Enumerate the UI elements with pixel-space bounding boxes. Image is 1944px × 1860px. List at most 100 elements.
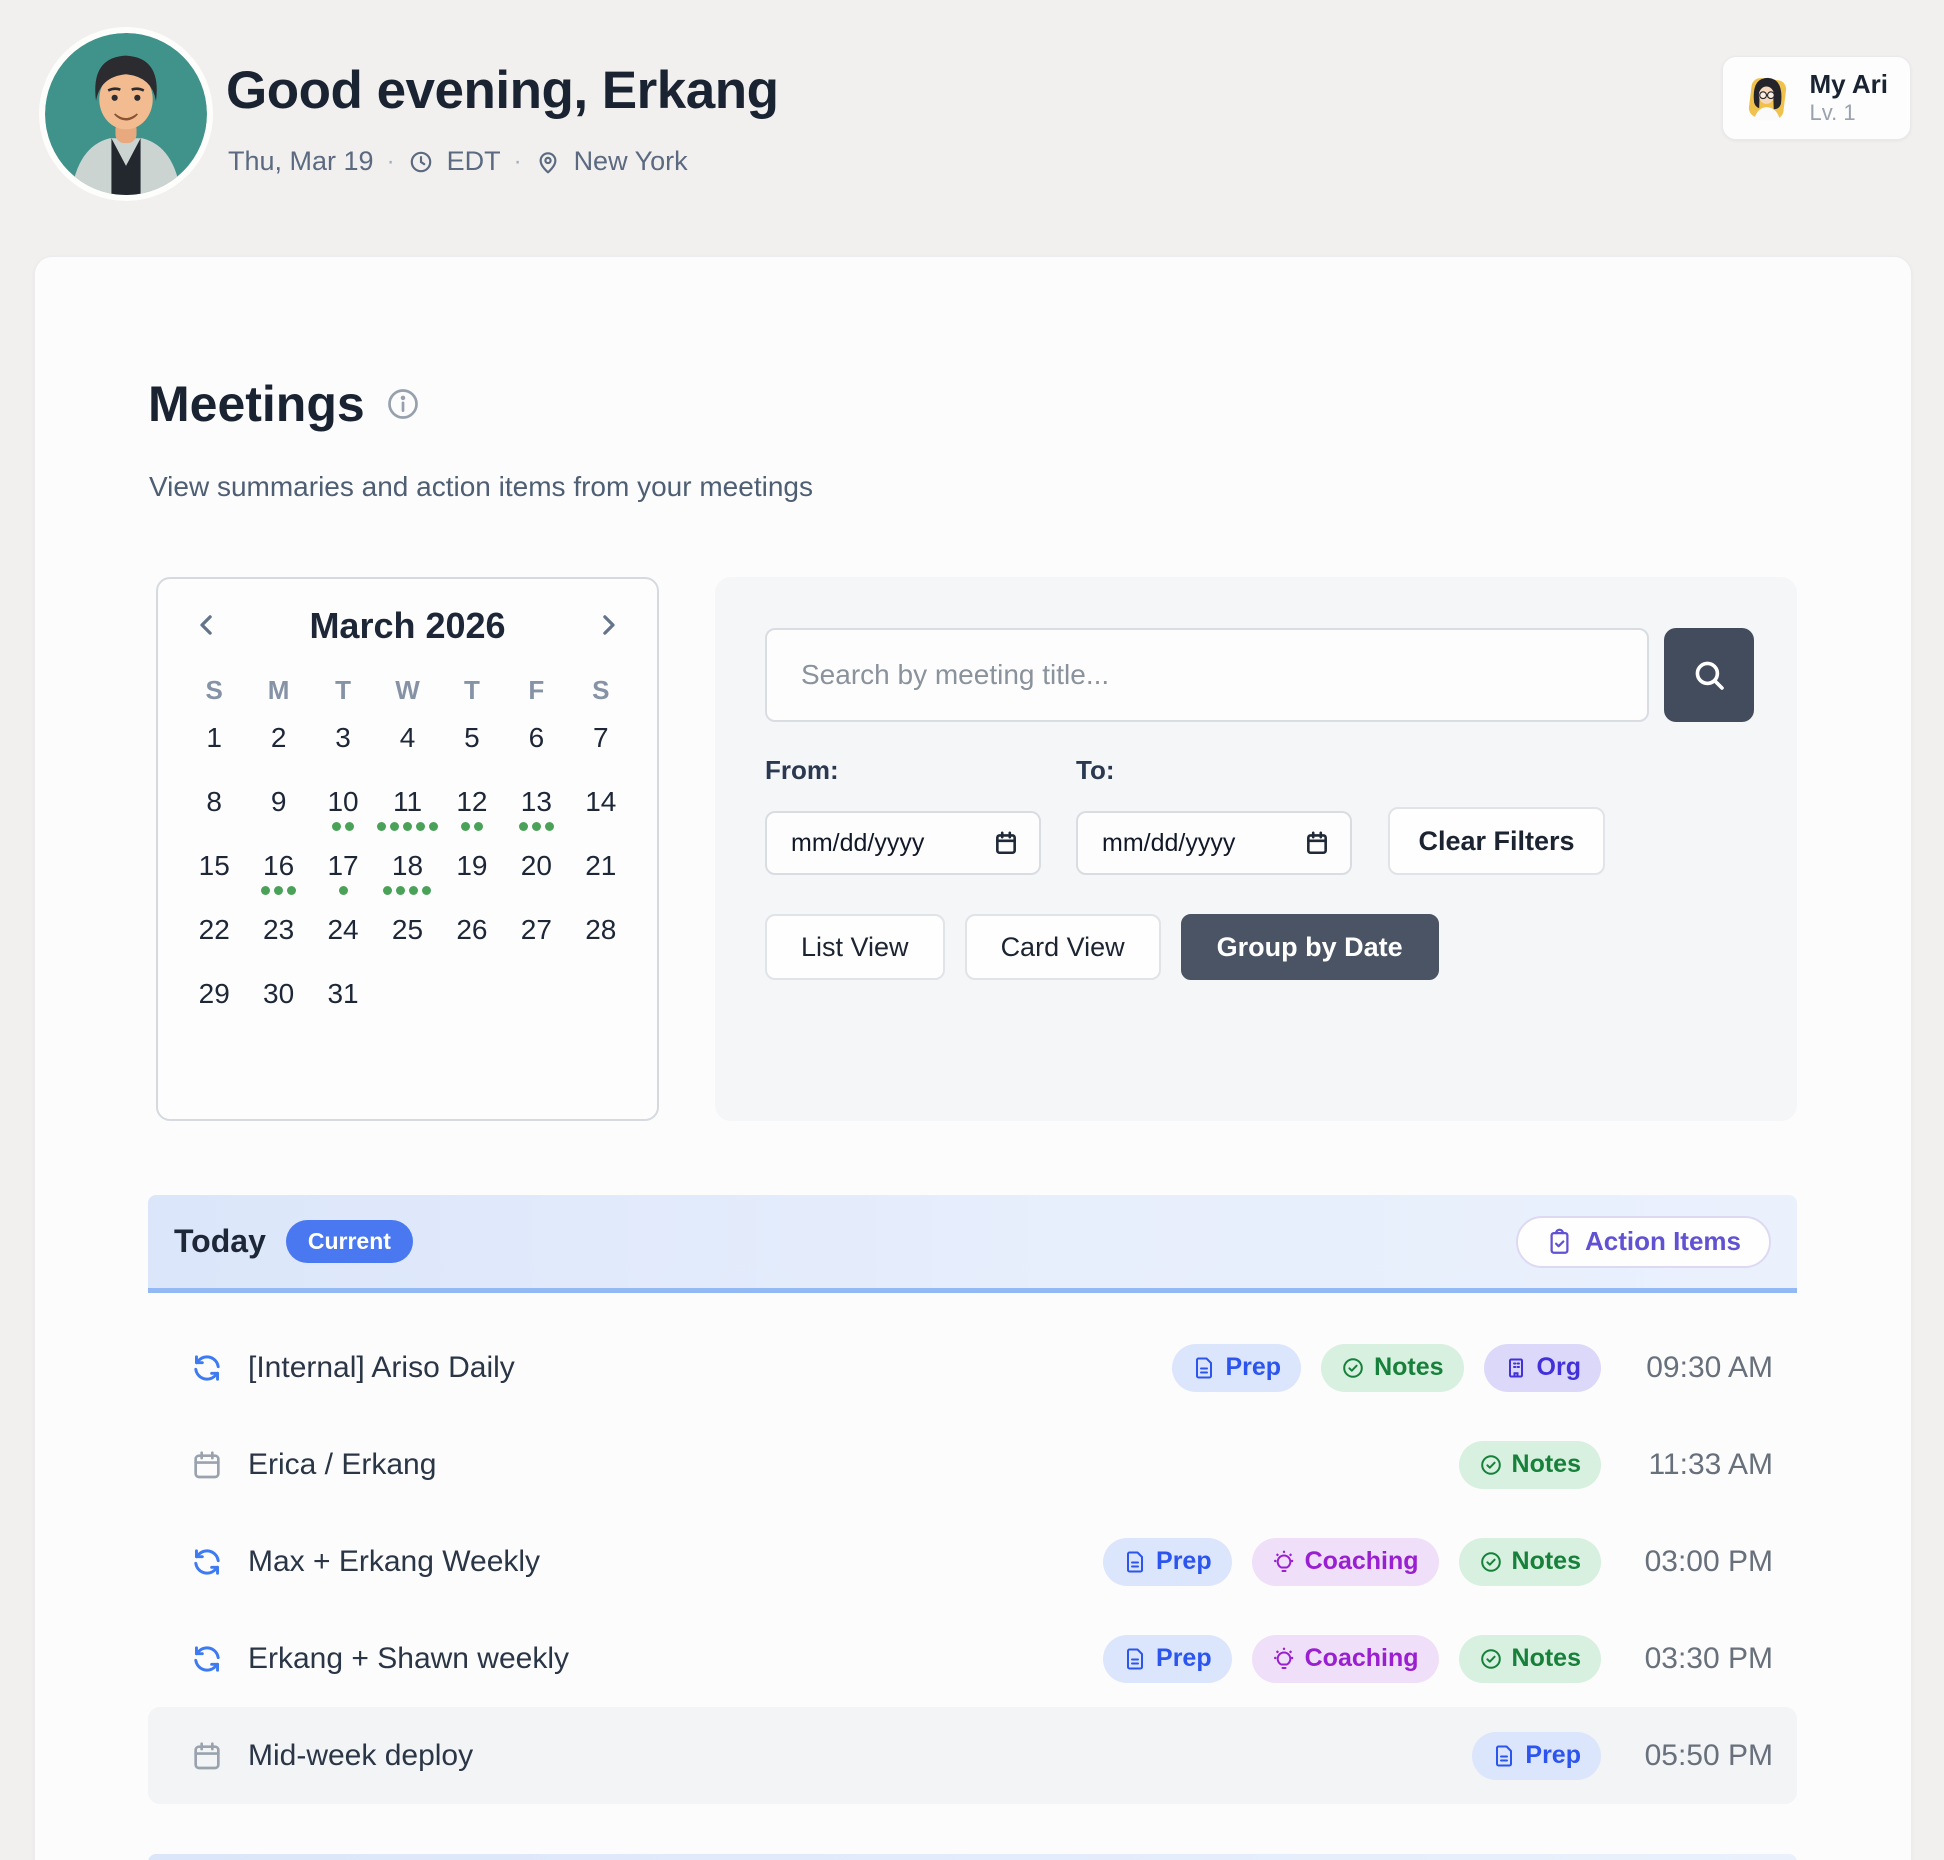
calendar-day-number: 26 bbox=[456, 914, 488, 946]
event-dot bbox=[409, 885, 419, 895]
chevron-left-icon bbox=[192, 610, 222, 640]
tag-prep[interactable]: Prep bbox=[1103, 1537, 1232, 1586]
clear-filters-button[interactable]: Clear Filters bbox=[1388, 807, 1605, 875]
meeting-row[interactable]: Erica / Erkang Notes 11:33 AM bbox=[148, 1416, 1797, 1513]
calendar-day-number: 5 bbox=[464, 722, 480, 754]
header-timezone: EDT bbox=[446, 146, 501, 176]
calendar-day[interactable]: 25 bbox=[375, 905, 439, 969]
tag-prep[interactable]: Prep bbox=[1103, 1634, 1232, 1683]
calendar-day-header: M bbox=[267, 675, 290, 705]
my-ari-card[interactable]: My Ari Lv. 1 bbox=[1721, 56, 1911, 141]
calendar-day-number: 8 bbox=[206, 786, 222, 818]
calendar-day[interactable]: 27 bbox=[504, 905, 568, 969]
calendar-grid: S M T W T F S 1 2 3 4 5 6 7 8 9 10 11 12 13 14 15 16 17 18 19 20 21… bbox=[158, 653, 657, 1033]
check-circle-icon bbox=[1479, 1647, 1503, 1671]
calendar-day[interactable]: 6 bbox=[504, 713, 568, 777]
calendar-day[interactable]: 5 bbox=[440, 713, 504, 777]
calendar-day[interactable]: 20 bbox=[504, 841, 568, 905]
event-dot bbox=[428, 821, 438, 831]
group-by-date-button[interactable]: Group by Date bbox=[1180, 914, 1439, 980]
document-icon bbox=[1123, 1647, 1147, 1671]
calendar-day[interactable]: 10 bbox=[311, 777, 375, 841]
tag-coaching[interactable]: Coaching bbox=[1251, 1537, 1439, 1586]
calendar-day[interactable]: 21 bbox=[569, 841, 633, 905]
meeting-row[interactable]: Max + Erkang Weekly Prep Coaching Notes 03:0… bbox=[148, 1513, 1797, 1610]
action-items-button[interactable]: Action Items bbox=[1515, 1215, 1771, 1268]
tag-notes[interactable]: Notes bbox=[1458, 1440, 1601, 1489]
search-input[interactable] bbox=[765, 628, 1649, 722]
calendar-day[interactable]: 30 bbox=[246, 969, 310, 1033]
search-button[interactable] bbox=[1664, 628, 1754, 722]
check-circle-icon bbox=[1479, 1550, 1503, 1574]
lightbulb-icon bbox=[1272, 1550, 1296, 1574]
meeting-row[interactable]: [Internal] Ariso Daily Prep Notes Org 09:30 … bbox=[148, 1319, 1797, 1416]
list-view-button[interactable]: List View bbox=[765, 914, 945, 980]
calendar-day-number: 21 bbox=[585, 850, 617, 882]
tag-notes[interactable]: Notes bbox=[1458, 1537, 1601, 1586]
calendar-day[interactable]: 18 bbox=[375, 841, 439, 905]
tag-label: Org bbox=[1536, 1353, 1581, 1381]
calendar-day[interactable]: 11 bbox=[375, 777, 439, 841]
view-buttons: List View Card View Group by Date bbox=[765, 914, 1439, 980]
to-date-input[interactable]: mm/dd/yyyy bbox=[1076, 811, 1352, 875]
calendar-day-number: 4 bbox=[399, 722, 416, 754]
to-date-value: mm/dd/yyyy bbox=[1102, 828, 1236, 857]
calendar-day[interactable]: 31 bbox=[311, 969, 375, 1033]
calendar-day[interactable]: 29 bbox=[182, 969, 246, 1033]
chevron-right-icon bbox=[593, 610, 623, 640]
tag-org[interactable]: Org bbox=[1483, 1343, 1601, 1392]
action-items-label: Action Items bbox=[1584, 1226, 1741, 1256]
tag-prep[interactable]: Prep bbox=[1172, 1343, 1302, 1392]
tag-coaching[interactable]: Coaching bbox=[1251, 1634, 1439, 1683]
tag-notes[interactable]: Notes bbox=[1321, 1343, 1464, 1392]
calendar-day[interactable]: 1 bbox=[182, 713, 246, 777]
calendar-day[interactable]: 28 bbox=[569, 905, 633, 969]
calendar-day[interactable]: 15 bbox=[182, 841, 246, 905]
calendar-day[interactable]: 12 bbox=[440, 777, 504, 841]
from-date-input[interactable]: mm/dd/yyyy bbox=[765, 811, 1041, 875]
calendar-day-number: 10 bbox=[327, 786, 359, 818]
tag-notes[interactable]: Notes bbox=[1458, 1634, 1601, 1683]
meeting-row[interactable]: Erkang + Shawn weekly Prep Coaching Notes 03… bbox=[148, 1610, 1797, 1707]
calendar-prev-button[interactable] bbox=[188, 606, 226, 647]
event-dot bbox=[460, 821, 470, 831]
tag-label: Prep bbox=[1156, 1547, 1212, 1575]
dot-separator: · bbox=[386, 147, 395, 175]
calendar-day[interactable]: 3 bbox=[311, 713, 375, 777]
calendar-day[interactable]: 22 bbox=[182, 905, 246, 969]
event-dot bbox=[332, 821, 342, 831]
calendar-day[interactable]: 4 bbox=[375, 713, 439, 777]
calendar-day[interactable]: 7 bbox=[569, 713, 633, 777]
info-icon[interactable] bbox=[385, 386, 421, 422]
calendar-day[interactable]: 2 bbox=[246, 713, 310, 777]
date-picker-icon[interactable] bbox=[1304, 830, 1330, 856]
calendar-day[interactable]: 17 bbox=[311, 841, 375, 905]
card-view-button[interactable]: Card View bbox=[964, 914, 1161, 980]
calendar-day[interactable]: 24 bbox=[311, 905, 375, 969]
meeting-tags: Notes bbox=[1458, 1440, 1601, 1489]
meeting-time: 09:30 AM bbox=[1646, 1350, 1773, 1384]
meeting-tags: Prep Coaching Notes bbox=[1103, 1634, 1601, 1683]
calendar-day[interactable]: 9 bbox=[246, 777, 310, 841]
calendar-day[interactable]: 13 bbox=[504, 777, 568, 841]
meeting-title: Mid-week deploy bbox=[248, 1738, 474, 1772]
calendar-day[interactable]: 8 bbox=[182, 777, 246, 841]
tag-label: Notes bbox=[1511, 1450, 1581, 1478]
calendar-day[interactable]: 26 bbox=[440, 905, 504, 969]
meeting-time: 03:30 PM bbox=[1644, 1641, 1773, 1675]
date-picker-icon[interactable] bbox=[993, 830, 1019, 856]
calendar-empty-cell bbox=[375, 969, 439, 1033]
tag-prep[interactable]: Prep bbox=[1472, 1731, 1601, 1780]
calendar-day[interactable]: 19 bbox=[440, 841, 504, 905]
calendar-day[interactable]: 23 bbox=[246, 905, 310, 969]
today-group-banner: Today Current Action Items bbox=[148, 1195, 1797, 1293]
calendar-next-button[interactable] bbox=[589, 606, 627, 647]
check-circle-icon bbox=[1341, 1356, 1365, 1380]
calendar-day[interactable]: 16 bbox=[246, 841, 310, 905]
calendar-day[interactable]: 14 bbox=[569, 777, 633, 841]
meeting-row[interactable]: Mid-week deploy Prep 05:50 PM bbox=[148, 1707, 1797, 1804]
calendar-day-number: 24 bbox=[327, 914, 359, 946]
sync-icon bbox=[190, 1643, 224, 1675]
user-avatar[interactable] bbox=[45, 33, 207, 195]
calendar-day-number: 7 bbox=[592, 722, 609, 754]
